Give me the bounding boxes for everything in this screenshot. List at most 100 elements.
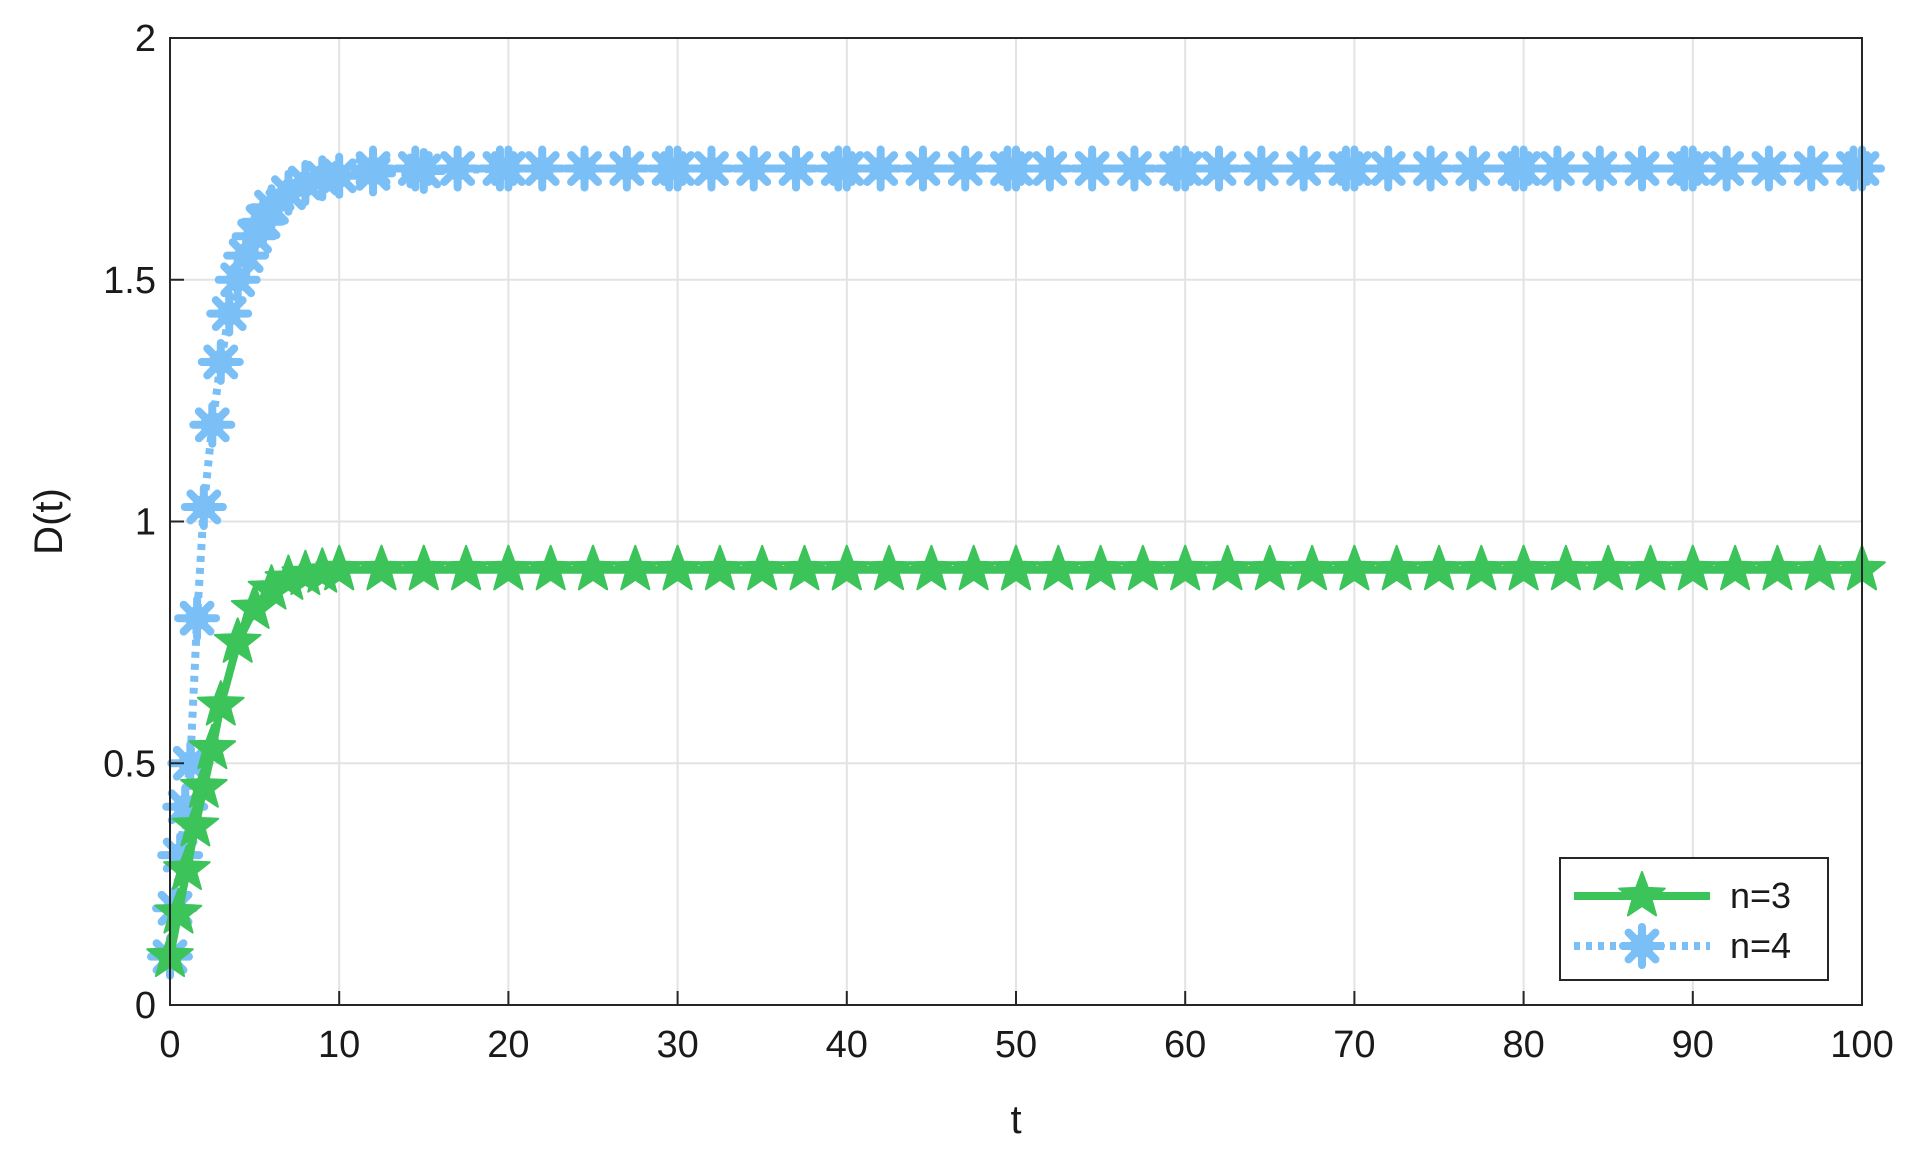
star-marker — [230, 583, 279, 629]
asterisk-marker — [231, 213, 278, 260]
asterisk-marker — [688, 145, 735, 192]
star-marker — [780, 544, 829, 591]
asterisk-marker — [434, 145, 481, 192]
star-marker — [213, 617, 262, 663]
asterisk-marker — [1322, 145, 1369, 192]
asterisk-marker — [773, 145, 820, 192]
star-marker — [1711, 544, 1759, 591]
star-marker — [357, 544, 406, 591]
star-marker — [1457, 544, 1506, 591]
star-marker — [1626, 544, 1675, 591]
asterisk-marker — [392, 145, 439, 192]
legend-marker — [1618, 871, 1666, 917]
x-tick-label: 90 — [1672, 1024, 1714, 1066]
star-marker — [1076, 544, 1125, 591]
star-marker — [154, 888, 203, 934]
legend: n=3n=4 — [1559, 857, 1829, 981]
x-tick-label: 100 — [1830, 1024, 1893, 1066]
star-marker — [315, 544, 363, 591]
star-marker — [171, 801, 220, 847]
star-marker — [1246, 544, 1294, 591]
star-marker — [653, 544, 702, 591]
star-marker — [696, 544, 744, 591]
asterisk-marker — [646, 145, 693, 192]
asterisk-marker — [197, 338, 244, 385]
legend-entry-n=4: n=4 — [1574, 923, 1791, 969]
star-marker — [1119, 544, 1167, 591]
y-tick-label: 0.5 — [103, 743, 156, 785]
x-tick-label: 40 — [826, 1024, 868, 1066]
x-tick-label: 30 — [656, 1024, 698, 1066]
star-marker — [1669, 544, 1717, 591]
asterisk-marker — [206, 290, 253, 337]
star-marker — [180, 762, 228, 808]
legend-label: n=4 — [1730, 925, 1791, 966]
asterisk-marker — [857, 145, 904, 192]
asterisk-marker — [1449, 145, 1496, 192]
asterisk-marker — [1026, 145, 1073, 192]
asterisk-marker — [603, 145, 650, 192]
star-marker — [907, 544, 956, 591]
asterisk-marker — [984, 145, 1031, 192]
legend-label: n=3 — [1730, 875, 1791, 916]
star-marker — [569, 544, 617, 591]
star-marker — [1499, 544, 1548, 591]
star-marker — [196, 680, 245, 726]
asterisk-marker — [899, 145, 946, 192]
asterisk-marker — [1069, 145, 1116, 192]
asterisk-marker — [174, 595, 221, 642]
x-tick-label: 60 — [1164, 1024, 1206, 1066]
asterisk-marker — [1407, 145, 1454, 192]
asterisk-marker — [1788, 145, 1835, 192]
star-marker — [1795, 544, 1844, 591]
asterisk-marker — [1830, 145, 1877, 192]
star-marker — [1542, 544, 1590, 591]
x-tick-label: 20 — [487, 1024, 529, 1066]
asterisk-marker — [730, 145, 777, 192]
asterisk-marker — [1153, 145, 1200, 192]
star-marker — [1330, 544, 1379, 591]
asterisk-marker — [476, 145, 523, 192]
asterisk-marker — [1745, 145, 1792, 192]
star-marker — [611, 544, 660, 591]
asterisk-marker — [1365, 145, 1412, 192]
asterisk-marker — [519, 145, 566, 192]
asterisk-marker — [189, 401, 236, 448]
legend-marker — [1619, 923, 1665, 969]
star-marker — [992, 544, 1040, 591]
x-tick-label: 70 — [1333, 1024, 1375, 1066]
asterisk-marker — [1703, 145, 1750, 192]
y-tick-label: 2 — [135, 18, 156, 60]
legend-entry-n=3: n=3 — [1574, 871, 1791, 917]
x-tick-label: 10 — [318, 1024, 360, 1066]
asterisk-marker — [1661, 145, 1708, 192]
star-marker — [1161, 544, 1209, 591]
asterisk-marker — [1196, 145, 1243, 192]
axis-ticks: 0 10 20 30 40 50 60 70 80 90 100 0 0.5 1 1.5 2 — [103, 18, 1894, 1066]
asterisk-marker — [815, 145, 862, 192]
star-marker — [400, 544, 448, 591]
star-marker — [1584, 544, 1632, 591]
x-tick-label: 50 — [995, 1024, 1037, 1066]
asterisk-marker — [561, 145, 608, 192]
asterisk-marker — [350, 145, 397, 192]
asterisk-marker — [180, 483, 227, 530]
asterisk-marker — [942, 145, 989, 192]
asterisk-marker — [1576, 145, 1623, 192]
y-axis-title: D(t) — [27, 488, 71, 555]
y-tick-label: 0 — [135, 985, 156, 1027]
star-marker — [1203, 544, 1252, 591]
x-tick-label: 0 — [159, 1024, 180, 1066]
asterisk-marker — [1280, 145, 1327, 192]
asterisk-marker — [1111, 145, 1158, 192]
star-marker — [1034, 544, 1083, 591]
asterisk-marker — [1238, 145, 1285, 192]
star-marker — [865, 544, 913, 591]
x-axis-title: t — [1010, 1098, 1021, 1142]
star-marker — [1415, 544, 1463, 591]
legend-box — [1559, 857, 1829, 981]
star-marker — [1753, 544, 1802, 591]
asterisk-marker — [1492, 145, 1539, 192]
star-marker — [823, 544, 871, 591]
